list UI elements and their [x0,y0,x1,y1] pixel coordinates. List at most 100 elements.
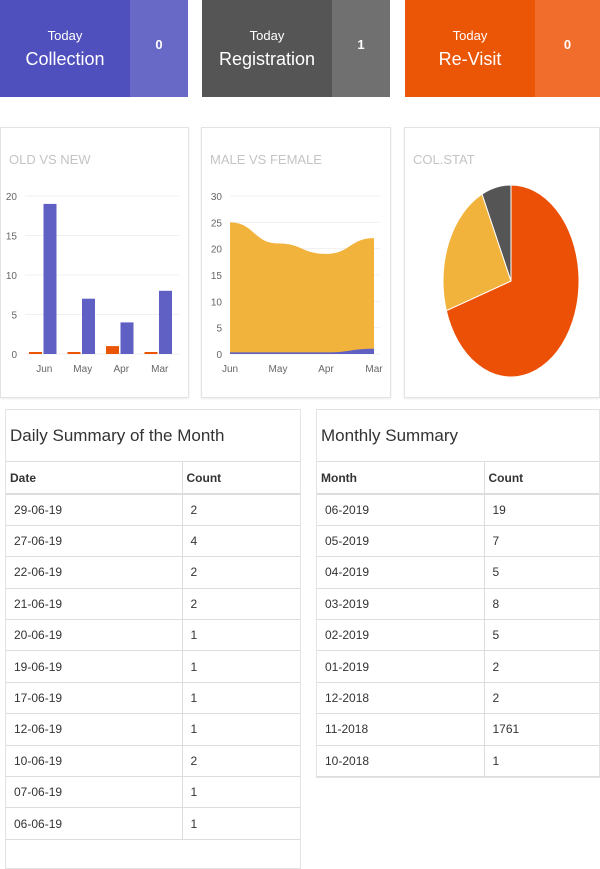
table-row: 03-2019 8 [317,588,599,621]
cell: 1 [484,745,599,778]
card-label: Today Registration [202,0,332,97]
table-row: 10-2018 1 [317,745,599,778]
card-today: Today [47,27,83,43]
x-tick-label: Jun [36,364,52,375]
x-tick-label: Mar [365,364,383,375]
x-tick-label: Apr [318,364,334,375]
card-title: Collection [25,48,105,69]
today-registration-card[interactable]: Today Registration 1 [202,0,390,97]
cell: 22-06-19 [6,556,183,589]
bar-mar-0 [144,352,158,354]
table-row: 10-06-19 2 [6,745,300,778]
cell: 2 [182,494,300,526]
table-row: 21-06-19 2 [6,588,300,621]
cell: 1 [182,807,300,840]
cell: 17-06-19 [6,682,183,715]
bar-may-1 [82,298,95,354]
cell: 19 [484,494,599,526]
y-tick-label: 20 [211,245,223,256]
old-vs-new-panel: OLD VS NEW 0 5 10 15 20 Jun May Apr Mar [0,127,189,398]
cell: 5 [484,556,599,589]
y-tick-label: 0 [216,350,222,361]
cell: 7 [484,525,599,558]
table-row: 04-2019 5 [317,556,599,589]
male-vs-female-panel: MALE VS FEMALE 0 5 10 15 20 25 30 Jun May Apr Mar [201,127,391,398]
pie-slice-2 [481,184,512,282]
cell: 03-2019 [317,588,485,621]
card-title: Registration [218,48,316,69]
cell: 12-2018 [317,682,485,715]
cell: 12-06-19 [6,713,183,746]
male-vs-female-chart: 0 5 10 15 20 25 30 Jun May Apr Mar [211,192,383,375]
card-count: 0 [535,0,600,97]
table-row: 12-2018 2 [317,682,599,715]
cell: 11-2018 [317,713,485,746]
cell: 1 [182,619,300,652]
y-tick-label: 15 [6,232,18,243]
cell: 1 [182,713,300,746]
table-row: 29-06-19 2 [6,494,300,526]
card-count: 1 [332,0,390,97]
daily-summary-table: Daily Summary of the Month Date Count 29-0… [5,409,301,869]
card-label: Today Collection [0,0,130,97]
cell: 21-06-19 [6,588,183,621]
bar-apr-0 [106,346,119,354]
cell: 27-06-19 [6,525,183,558]
y-tick-label: 5 [216,324,222,335]
cell: 5 [484,619,599,652]
monthly-summary-table: Monthly Summary Month Count 06-2019 19 05-20… [316,409,600,779]
table-row: 22-06-19 2 [6,556,300,589]
chart-title: MALE VS FEMALE [210,152,322,167]
x-tick-label: Jun [222,364,238,375]
cell: 2 [484,682,599,715]
today-collection-card[interactable]: Today Collection 0 [0,0,188,97]
table-row: 06-2019 19 [317,494,599,526]
table-row: 07-06-19 1 [6,776,300,809]
card-today: Today [249,27,285,43]
cell: 10-2018 [317,745,485,778]
pie-slice-0 [445,184,580,378]
cell: 05-2019 [317,525,485,558]
col-stat-panel: COL.STAT [404,127,600,398]
cell: 2 [182,745,300,778]
cell: 4 [182,525,300,558]
male-area [230,348,374,354]
cell: 19-06-19 [6,650,183,683]
table-row: 12-06-19 1 [6,713,300,746]
cell: 20-06-19 [6,619,183,652]
x-tick-label: May [73,364,92,375]
y-tick-label: 10 [6,271,18,282]
cell: 8 [484,588,599,621]
y-tick-label: 25 [211,218,223,229]
card-count: 0 [130,0,188,97]
y-tick-label: 15 [211,271,223,282]
x-tick-label: May [269,364,288,375]
card-today: Today [452,27,488,43]
table-row: 06-06-19 1 [6,807,300,840]
column-header: Count [484,462,599,495]
cell: 07-06-19 [6,776,183,809]
table-row: 05-2019 7 [317,525,599,558]
female-area [230,222,374,354]
table-row: 27-06-19 4 [6,525,300,558]
cell: 01-2019 [317,650,485,683]
table-row: 17-06-19 1 [6,682,300,715]
cell: 2 [182,556,300,589]
today-re-visit-card[interactable]: Today Re-Visit 0 [405,0,600,97]
y-tick-label: 20 [6,192,18,203]
column-header: Count [182,462,300,495]
table-row: 01-2019 2 [317,650,599,683]
table-title: Daily Summary of the Month [6,410,300,462]
x-tick-label: Mar [151,364,169,375]
old-vs-new-chart: 0 5 10 15 20 Jun May Apr Mar [6,192,179,375]
card-title: Re-Visit [438,48,502,69]
y-tick-label: 5 [11,311,17,322]
cell: 06-06-19 [6,807,183,840]
cell: 1 [182,650,300,683]
column-header: Month [317,462,485,495]
bar-jun-1 [43,203,57,354]
cell: 04-2019 [317,556,485,589]
bar-may-0 [67,352,81,354]
cell: 2 [484,650,599,683]
bar-jun-0 [29,352,42,354]
